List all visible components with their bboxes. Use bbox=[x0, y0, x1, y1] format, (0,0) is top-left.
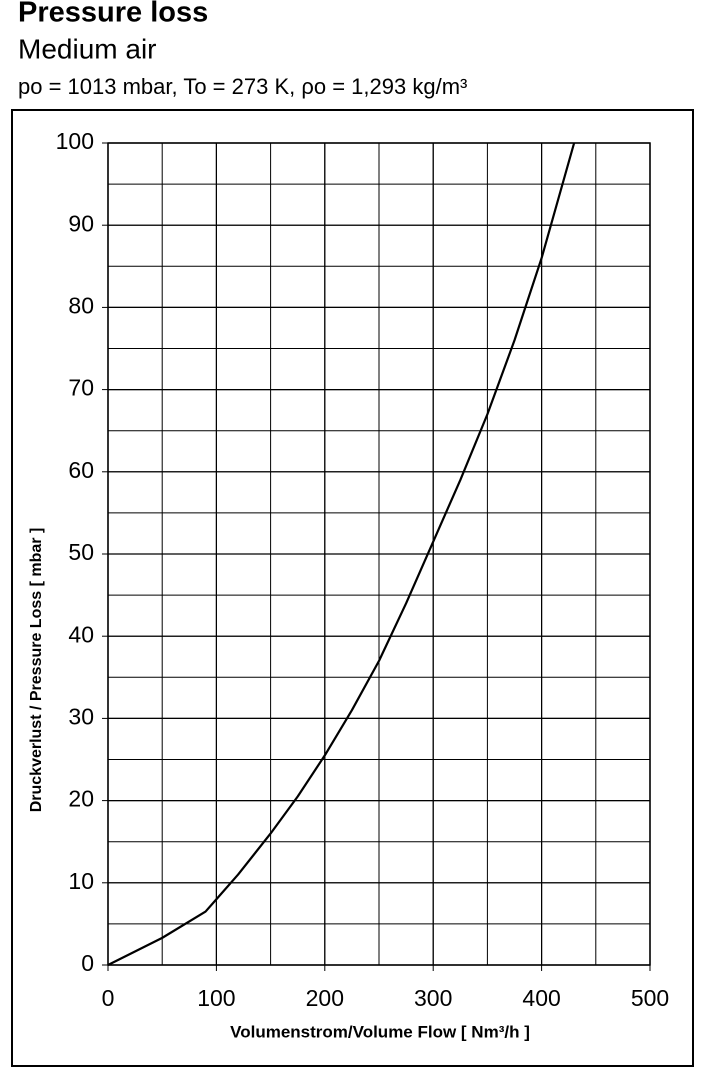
y-tick-label: 30 bbox=[68, 703, 94, 729]
frame bbox=[11, 109, 694, 1067]
y-tick-label: 80 bbox=[68, 292, 94, 318]
x-tick-label: 100 bbox=[197, 985, 235, 1011]
y-tick-label: 10 bbox=[68, 868, 94, 894]
y-tick-label: 70 bbox=[68, 375, 94, 401]
x-tick-label: 400 bbox=[522, 985, 560, 1011]
y-tick-label: 60 bbox=[68, 457, 94, 483]
x-tick-label: 200 bbox=[306, 985, 344, 1011]
conditions: po = 1013 mbar, To = 273 K, ρo = 1,293 k… bbox=[18, 74, 467, 99]
y-axis-label: Druckverlust / Pressure Loss [ mbar ] bbox=[28, 528, 45, 813]
x-tick-label: 300 bbox=[414, 985, 452, 1011]
chart-subtitle: Medium air bbox=[18, 33, 156, 64]
x-tick-label: 500 bbox=[631, 985, 669, 1011]
curve bbox=[107, 142, 576, 966]
chart-title: Pressure loss bbox=[18, 0, 208, 29]
y-tick-label: 0 bbox=[81, 950, 94, 976]
y-tick-label: 100 bbox=[56, 128, 94, 154]
y-tick-label: 90 bbox=[68, 210, 94, 236]
x-axis-label: Volumenstrom/Volume Flow [ Nm³/h ] bbox=[230, 1022, 530, 1041]
y-tick-label: 40 bbox=[68, 621, 94, 647]
plot-border bbox=[107, 142, 651, 966]
x-tick-label: 0 bbox=[102, 985, 115, 1011]
y-tick-label: 20 bbox=[68, 786, 94, 812]
y-tick-label: 50 bbox=[68, 539, 94, 565]
